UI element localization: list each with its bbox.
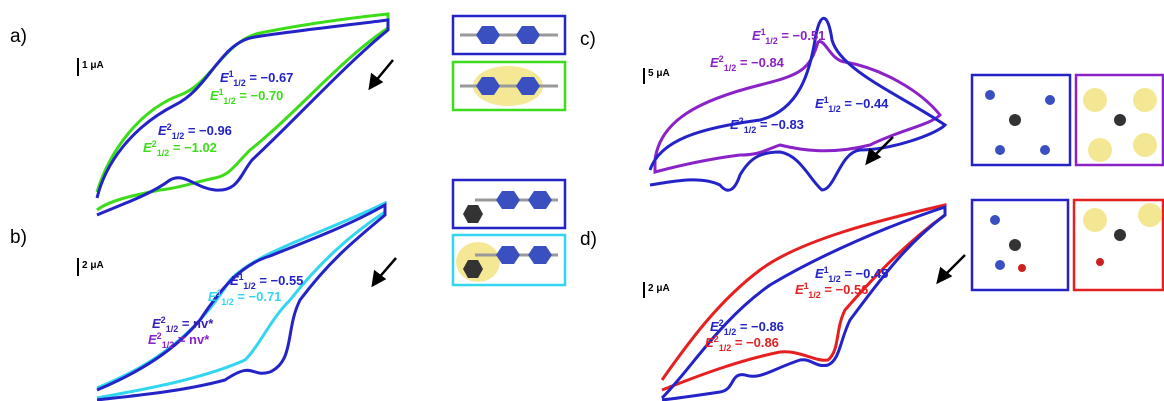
subscript: 1/2 [808,290,821,300]
cv-curves-c [648,16,948,192]
superscript: 1 [217,288,222,298]
value: = −0.86 [736,319,784,334]
value: = −0.45 [841,266,889,281]
symbol: E [710,319,719,334]
panel-label: d) [580,229,597,250]
symbol: E [143,140,152,155]
superscript: 2 [157,331,162,341]
value: = −0.44 [841,96,889,111]
subscript: 1/2 [724,63,737,73]
value: = −0.96 [184,123,232,138]
panel-label: a) [10,26,27,47]
superscript: 1 [219,87,224,97]
potential-annotation: E11/2 = −0.67 [220,69,293,88]
symbol: E [152,316,161,331]
subscript: 1/2 [223,96,236,106]
potential-annotation: E11/2 = −0.55 [230,272,303,291]
scale-label: 2 μA [82,260,104,271]
symbol: E [752,28,761,43]
superscript: 1 [824,265,829,275]
subscript: 1/2 [157,148,170,158]
value: = −0.67 [246,70,294,85]
subscript: 1/2 [719,343,732,353]
molecule-boxes [451,14,1164,292]
potential-annotation: E11/2 = −0.56 [795,281,868,300]
potential-annotation: E21/2 = −0.84 [710,54,785,73]
potential-annotation: E21/2 = −0.96 [158,122,232,141]
panel-label: b) [10,227,27,248]
subscript: 1/2 [162,340,175,350]
superscript: 2 [161,315,166,325]
superscript: 1 [761,27,766,37]
value: = nv* [174,332,210,347]
subscript: 1/2 [221,297,234,307]
sweep-arrows [368,59,966,288]
superscript: 1 [804,281,809,291]
scale-bars [77,58,645,298]
cv-curves-a [95,12,390,217]
value: = −1.02 [169,140,217,155]
symbol: E [210,88,219,103]
superscript: 1 [239,272,244,282]
potential-annotation: E21/2 = −1.02 [143,139,217,158]
superscript: 1 [824,95,829,105]
value: = −0.84 [736,55,784,70]
symbol: E [710,55,719,70]
potential-annotation: E21/2 = nv* [152,315,214,334]
subscript: 1/2 [828,104,841,114]
potential-annotation: E21/2 = −0.86 [705,334,779,353]
potential-annotation: E21/2 = nv* [148,331,210,350]
symbol: E [208,289,217,304]
superscript: 1 [229,69,234,79]
potential-annotation: E11/2 = −0.51 [752,27,825,46]
superscript: 2 [152,139,157,149]
potential-annotation: E11/2 = −0.71 [208,288,281,307]
potential-annotation: E21/2 = −0.83 [730,116,804,135]
potential-annotation: E11/2 = −0.70 [210,87,283,106]
cv-curves-b [96,200,387,401]
value: = −0.83 [756,117,804,132]
subscript: 1/2 [765,36,778,46]
scale-label: 1 μA [82,60,104,71]
value: = −0.70 [236,88,284,103]
subscript: 1/2 [172,131,185,141]
value: = −0.55 [256,273,304,288]
panel-label: c) [580,29,596,50]
value: = nv* [178,316,214,331]
cv-curves-d [660,203,947,401]
symbol: E [230,273,239,288]
value: = −0.56 [821,282,869,297]
symbol: E [220,70,229,85]
potential-annotation: E11/2 = −0.45 [815,265,888,284]
symbol: E [815,266,824,281]
scale-label: 2 μA [648,283,670,294]
subscript: 1/2 [243,281,256,291]
subscript: 1/2 [166,324,179,334]
superscript: 2 [719,54,724,64]
symbol: E [730,117,739,132]
superscript: 2 [714,334,719,344]
symbol: E [795,282,804,297]
value: = −0.51 [778,28,826,43]
symbol: E [158,123,167,138]
subscript: 1/2 [744,125,757,135]
subscript: 1/2 [724,327,737,337]
scale-label: 5 μA [648,68,670,79]
value: = −0.86 [731,335,779,350]
symbol: E [705,335,714,350]
value: = −0.71 [234,289,282,304]
superscript: 2 [739,116,744,126]
subscript: 1/2 [828,274,841,284]
molecule-icons [456,26,1162,282]
symbol: E [815,96,824,111]
superscript: 2 [719,318,724,328]
subscript: 1/2 [233,78,246,88]
superscript: 2 [167,122,172,132]
symbol: E [148,332,157,347]
potential-annotation: E21/2 = −0.86 [710,318,784,337]
potential-annotation: E11/2 = −0.44 [815,95,889,114]
